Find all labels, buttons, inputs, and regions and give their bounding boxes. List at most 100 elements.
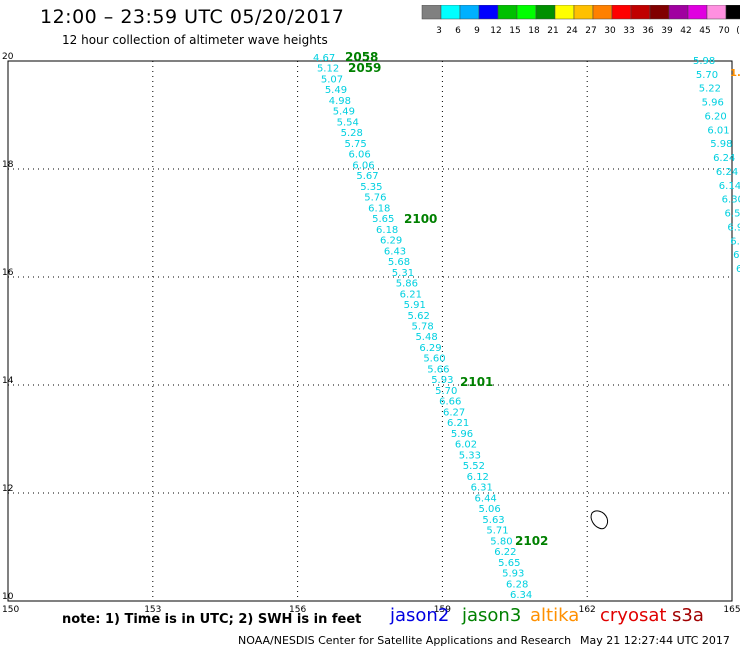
swh-value-label: 5.60 — [423, 354, 445, 365]
swh-value-label: 5.65 — [372, 214, 394, 225]
pass-time-label: 2059 — [348, 61, 381, 75]
swh-value-label: 6.24 — [713, 153, 735, 164]
swh-value-label: 5.12 — [317, 64, 339, 75]
y-tick-label: 10 — [2, 592, 14, 602]
swh-value-label: 5.71 — [486, 526, 508, 537]
colorbar-tick-label: 6 — [455, 26, 461, 36]
swh-value-label: 6.20 — [704, 111, 726, 122]
swh-value-label: 5.49 — [325, 85, 347, 96]
swh-value-label: 5.65 — [498, 558, 520, 569]
swh-value-label: 5.28 — [341, 128, 363, 139]
swh-value-label: 6.43 — [384, 246, 406, 257]
swh-value-label-altika: 1. — [730, 68, 740, 79]
swh-value-label: 6.12 — [467, 472, 489, 483]
swh-value-label: 6.01 — [707, 125, 729, 136]
pass-time-label: 2101 — [460, 375, 493, 389]
y-tick-label: 18 — [2, 160, 14, 170]
colorbar-tick-label: 12 — [490, 26, 501, 36]
swh-value-label: 5.06 — [478, 504, 500, 515]
swh-value-label: 6.06 — [352, 160, 374, 171]
colorbar-tick-label: 45 — [699, 26, 710, 36]
pass-time-label: 2100 — [404, 212, 437, 226]
swh-value-label: 6.66 — [439, 397, 461, 408]
swh-value-label: 5.52 — [463, 461, 485, 472]
colorbar-tick-label: (ft) — [736, 26, 740, 36]
y-tick-label: 16 — [2, 268, 14, 278]
x-tick-label: 159 — [434, 605, 451, 615]
y-tick-label: 20 — [2, 52, 14, 62]
swh-value-label: 6. — [733, 250, 740, 261]
swh-value-label: 5.22 — [699, 84, 721, 95]
swh-value-label: 5.67 — [356, 171, 378, 182]
colorbar-tick-label: 3 — [436, 26, 442, 36]
chart-title: 12:00 – 23:59 UTC 05/20/2017 — [40, 6, 345, 28]
colorbar-tick-label: 42 — [680, 26, 691, 36]
swh-value-label: 5.70 — [435, 386, 457, 397]
swh-value-label: 5.70 — [696, 70, 718, 81]
x-tick-label: 156 — [289, 605, 306, 615]
swh-value-label: 5.48 — [415, 332, 437, 343]
x-tick-label: 153 — [144, 605, 161, 615]
swh-value-label: 5.98 — [693, 56, 715, 67]
pass-time-label: 2058 — [345, 50, 378, 64]
swh-value-label: 5.80 — [490, 536, 512, 547]
island-outline — [590, 510, 608, 530]
swh-value-label: 5.78 — [412, 322, 434, 333]
swh-value-label: 5.75 — [345, 139, 367, 150]
swh-value-label: 6.44 — [475, 493, 497, 504]
colorbar-tick-label: 33 — [623, 26, 634, 36]
colorbar-swatch — [725, 5, 740, 20]
swh-value-label: 6.06 — [348, 150, 370, 161]
x-tick-label: 165 — [723, 605, 740, 615]
colorbar-tick-label: 30 — [604, 26, 616, 36]
credit-text: NOAA/NESDIS Center for Satellite Applica… — [238, 634, 572, 647]
colorbar-tick-label: 39 — [661, 26, 673, 36]
swh-value-label: 6.21 — [400, 289, 422, 300]
swh-value-label: 6.02 — [455, 440, 477, 451]
colorbar-tick-label: 70 — [718, 26, 730, 36]
swh-value-label: 5.31 — [392, 268, 414, 279]
swh-value-label: 5.54 — [337, 117, 359, 128]
map-frame — [7, 60, 733, 602]
swh-value-label: 4.98 — [329, 96, 351, 107]
swh-value-label: 6.34 — [510, 590, 532, 601]
swh-value-label: 6.9 — [727, 222, 740, 233]
swh-value-label: 6. — [730, 236, 740, 247]
swh-value-label: 5.93 — [431, 375, 453, 386]
swh-value-label: 5.35 — [360, 182, 382, 193]
swh-value-label: 5.98 — [710, 139, 732, 150]
legend-cryosat: cryosat — [600, 605, 667, 626]
swh-value-label: 5.66 — [427, 364, 449, 375]
y-tick-label: 12 — [2, 484, 13, 494]
swh-value-label: 5.07 — [321, 74, 343, 85]
swh-value-label: 5.96 — [702, 98, 724, 109]
colorbar-tick-label: 27 — [585, 26, 596, 36]
swh-value-label: 6.27 — [443, 407, 465, 418]
legend-jason2: jason2 — [390, 605, 450, 626]
colorbar-tick-label: 9 — [474, 26, 480, 36]
swh-value-label: 5.62 — [408, 311, 430, 322]
swh-value-label: 4.67 — [313, 53, 335, 64]
pass-time-label: 2102 — [515, 534, 548, 548]
legend-altika: altika — [530, 605, 580, 626]
swh-value-label: 5.63 — [482, 515, 504, 526]
colorbar-tick-label: 15 — [509, 26, 520, 36]
swh-value-label: 6.18 — [368, 203, 390, 214]
swh-value-label: 6.30 — [722, 195, 740, 206]
swh-value-label: 6.22 — [494, 547, 516, 558]
colorbar-tick-label: 21 — [547, 26, 558, 36]
x-tick-label: 162 — [579, 605, 596, 615]
note-text: note: 1) Time is in UTC; 2) SWH is in fe… — [62, 612, 362, 627]
legend-s3a: s3a — [672, 605, 704, 626]
swh-value-label: 6.14 — [719, 181, 740, 192]
colorbar-tick-label: 36 — [642, 26, 654, 36]
y-tick-label: 14 — [2, 376, 14, 386]
swh-value-label: 6.31 — [471, 483, 493, 494]
timestamp-text: May 21 12:27:44 UTC 2017 — [580, 634, 730, 647]
swh-value-label: 5.68 — [388, 257, 410, 268]
swh-value-label: 6.21 — [447, 418, 469, 429]
swh-value-label: 5.86 — [396, 279, 418, 290]
swh-value-label: 6.29 — [419, 343, 441, 354]
